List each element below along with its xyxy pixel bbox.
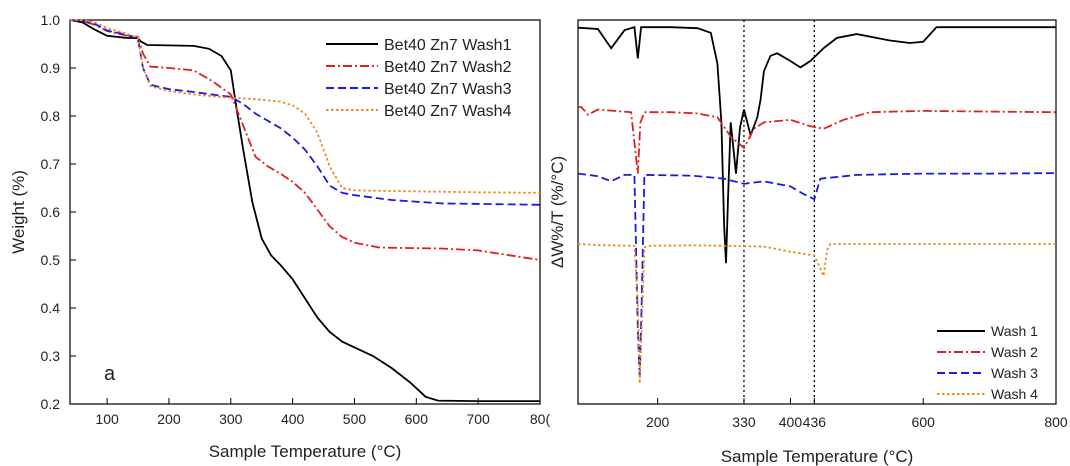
chart-a-panel-label: a — [104, 363, 116, 385]
chart-b-legend-label: Wash 2 — [991, 344, 1038, 360]
chart-a-xlabel: Sample Temperature (°C) — [209, 442, 402, 461]
chart-a-series-line-3 — [69, 19, 541, 206]
chart-a-xtick-label: 600 — [405, 411, 429, 427]
chart-b-xtick-label: 436 — [803, 414, 827, 430]
chart-b-series — [577, 26, 1057, 384]
chart-a-legend: Bet40 Zn7 Wash1 Bet40 Zn7 Wash2 Bet40 Zn7 … — [326, 37, 512, 120]
chart-b-axes: 200 330 400 436 600 800 — [646, 20, 1068, 430]
chart-a-xtick-label: 200 — [157, 411, 181, 427]
chart-a-ytick-label: 0.8 — [41, 108, 61, 124]
chart-b-series-line-4 — [577, 243, 1056, 384]
chart-b-xtick-label: 330 — [732, 414, 756, 430]
chart-a-ytick-label: 1.0 — [41, 12, 61, 28]
chart-a-legend-label: Bet40 Zn7 Wash2 — [384, 59, 512, 76]
chart-a-series — [69, 19, 541, 402]
chart-b-series-line-2 — [578, 106, 1057, 174]
chart-b-ylabel: ΔW%/T (%/°C) — [548, 156, 567, 268]
chart-a-legend-label: Bet40 Zn7 Wash4 — [384, 103, 512, 120]
chart-b-legend: Wash 1 Wash 2 Wash 3 Wash 4 — [937, 323, 1038, 402]
chart-a-ytick-label: 0.9 — [41, 60, 61, 76]
chart-a-ytick-label: 0.7 — [41, 156, 61, 172]
chart-b-plot-frame — [577, 19, 1057, 405]
chart-b-xtick-label: 600 — [912, 414, 936, 430]
chart-a-ytick-label: 0.2 — [41, 396, 61, 412]
chart-a: 100 200 300 400 500 600 700 80( 0.2 0.3 0.4 0.5 0.6 0… — [9, 12, 550, 461]
chart-b-series-line-3 — [577, 172, 1057, 379]
chart-b: 200 330 400 436 600 800 Sample Temperature (°… — [548, 19, 1068, 466]
chart-a-legend-label: Bet40 Zn7 Wash3 — [384, 81, 512, 98]
chart-b-xtick-label: 200 — [646, 414, 670, 430]
chart-a-legend-label: Bet40 Zn7 Wash1 — [384, 37, 512, 54]
chart-b-xtick-label: 800 — [1044, 414, 1068, 430]
chart-a-xtick-label: 100 — [95, 411, 119, 427]
chart-a-xtick-label: 80( — [530, 411, 551, 427]
chart-a-ytick-label: 0.5 — [41, 252, 61, 268]
chart-a-xtick-label: 300 — [219, 411, 243, 427]
chart-a-ytick-label: 0.4 — [41, 300, 61, 316]
chart-a-ylabel: Weight (%) — [9, 170, 28, 254]
chart-b-legend-label: Wash 3 — [991, 365, 1038, 381]
chart-a-axes: 100 200 300 400 500 600 700 80( 0.2 0.3 0.4 0.5 0.6 0… — [41, 12, 551, 427]
chart-a-xtick-label: 700 — [466, 411, 490, 427]
chart-b-legend-label: Wash 1 — [991, 323, 1038, 339]
chart-b-legend-label: Wash 4 — [991, 386, 1038, 402]
chart-b-xtick-label: 400 — [779, 414, 803, 430]
chart-a-xtick-label: 500 — [343, 411, 367, 427]
chart-a-xtick-label: 400 — [281, 411, 305, 427]
chart-a-ytick-label: 0.6 — [41, 204, 61, 220]
chart-a-series-line-1 — [69, 19, 540, 402]
chart-a-plot-frame — [69, 19, 541, 405]
chart-b-series-line-1 — [577, 26, 1056, 264]
chart-a-series-line-4 — [70, 19, 541, 194]
chart-a-ytick-label: 0.3 — [41, 348, 61, 364]
chart-b-xlabel: Sample Temperature (°C) — [721, 447, 914, 466]
